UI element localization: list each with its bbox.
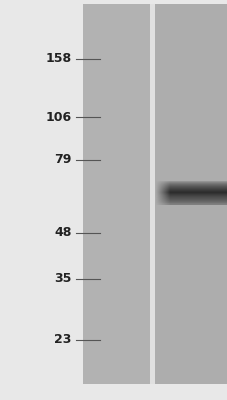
Bar bbox=[0, 0, 83, 400]
Bar bbox=[83, 4, 150, 384]
Bar bbox=[150, 4, 154, 384]
Text: 106: 106 bbox=[45, 110, 72, 124]
Text: 23: 23 bbox=[54, 334, 72, 346]
Bar bbox=[154, 4, 227, 384]
Text: 79: 79 bbox=[54, 153, 72, 166]
Text: 35: 35 bbox=[54, 272, 72, 285]
Text: 158: 158 bbox=[45, 52, 72, 65]
Text: 48: 48 bbox=[54, 226, 72, 239]
